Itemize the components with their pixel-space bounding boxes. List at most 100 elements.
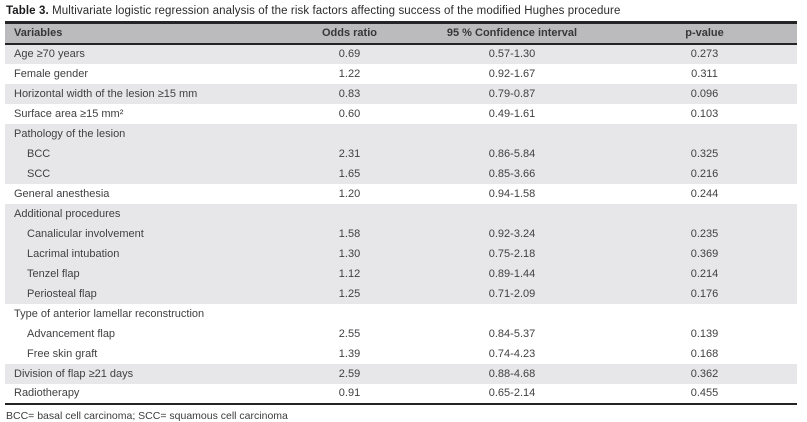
confidence-interval-cell: 0.84-5.37 — [488, 327, 536, 340]
table-footnote: BCC= basal cell carcinoma; SCC= squamous… — [6, 409, 288, 422]
p-value-cell: 0.168 — [690, 347, 719, 360]
variable-cell: Periosteal flap — [27, 287, 97, 300]
odds-ratio-cell: 0.69 — [338, 48, 361, 60]
confidence-interval-cell — [412, 304, 612, 324]
odds-ratio-cell: 0.83 — [338, 87, 361, 100]
table-header: Variables Odds ratio 95 % Confidence int… — [5, 22, 797, 44]
confidence-interval-cell — [412, 204, 612, 224]
column-header-confidence-interval: 95 % Confidence interval — [446, 27, 578, 40]
table-row: Pathology of the lesion — [5, 123, 797, 144]
confidence-interval-cell: 0.65-2.14 — [488, 387, 536, 399]
table-number-label: Table 3. — [6, 5, 49, 17]
odds-ratio-cell: 1.30 — [338, 247, 361, 260]
odds-ratio-cell — [287, 204, 412, 224]
variable-cell: SCC — [27, 167, 51, 180]
odds-ratio-cell: 1.20 — [338, 187, 361, 200]
table-row: Advancement flap 2.55 0.84-5.37 0.139 — [5, 324, 797, 344]
variable-cell: Type of anterior lamellar reconstruction — [14, 307, 205, 320]
confidence-interval-cell: 0.89-1.44 — [488, 267, 536, 280]
odds-ratio-cell: 1.39 — [338, 347, 361, 360]
p-value-cell — [612, 204, 797, 224]
variable-cell: Lacrimal intubation — [27, 247, 120, 260]
table-row: Free skin graft 1.39 0.74-4.23 0.168 — [5, 344, 797, 364]
odds-ratio-cell — [287, 124, 412, 144]
variable-cell: Free skin graft — [27, 347, 98, 360]
table-row: Tenzel flap 1.12 0.89-1.44 0.214 — [5, 263, 797, 284]
variable-cell: Female gender — [14, 67, 88, 80]
variable-cell: Canalicular involvement — [27, 227, 144, 240]
table-body: Age ≥70 years 0.69 0.57-1.30 0.273 Femal… — [5, 43, 797, 404]
confidence-interval-cell: 0.85-3.66 — [488, 167, 536, 180]
odds-ratio-cell: 1.65 — [338, 167, 361, 180]
table-row: Female gender 1.22 0.92-1.67 0.311 — [5, 64, 797, 84]
variable-cell: Division of flap ≥21 days — [14, 367, 134, 380]
odds-ratio-cell: 2.59 — [338, 367, 361, 380]
column-header-variables: Variables — [14, 27, 63, 40]
p-value-cell: 0.103 — [690, 107, 719, 120]
column-header-odds-ratio: Odds ratio — [321, 27, 377, 40]
variable-cell: Additional procedures — [14, 207, 121, 220]
confidence-interval-cell: 0.92-3.24 — [488, 227, 536, 240]
variable-cell: Tenzel flap — [27, 267, 80, 280]
p-value-cell: 0.455 — [690, 387, 719, 399]
p-value-cell: 0.311 — [691, 67, 718, 80]
p-value-cell: 0.235 — [690, 227, 719, 240]
confidence-interval-cell: 0.57-1.30 — [488, 48, 536, 60]
odds-ratio-cell: 0.60 — [338, 107, 361, 120]
table-row: Age ≥70 years 0.69 0.57-1.30 0.273 — [5, 43, 797, 64]
p-value-cell: 0.216 — [690, 167, 719, 180]
variable-cell: Radiotherapy — [14, 387, 80, 399]
odds-ratio-cell: 1.25 — [338, 287, 361, 300]
table-row: Surface area ≥15 mm² 0.60 0.49-1.61 0.10… — [5, 104, 797, 124]
column-header-p-value: p-value — [685, 27, 724, 40]
odds-ratio-cell: 0.91 — [338, 387, 361, 399]
variable-cell: General anesthesia — [14, 187, 110, 200]
odds-ratio-cell: 1.58 — [338, 227, 361, 240]
p-value-cell: 0.273 — [690, 48, 719, 60]
variable-cell: BCC — [27, 147, 51, 160]
table-row: Lacrimal intubation 1.30 0.75-2.18 0.369 — [5, 243, 797, 264]
p-value-cell — [612, 124, 797, 144]
odds-ratio-cell: 2.31 — [338, 147, 361, 160]
confidence-interval-cell — [412, 124, 612, 144]
variable-cell: Pathology of the lesion — [14, 127, 126, 140]
confidence-interval-cell: 0.75-2.18 — [488, 247, 536, 260]
table-title-text: Multivariate logistic regression analysi… — [48, 5, 621, 17]
p-value-cell: 0.325 — [690, 147, 719, 160]
table-row: BCC 2.31 0.86-5.84 0.325 — [5, 143, 797, 164]
table-title: Table 3. Multivariate logistic regressio… — [5, 3, 802, 21]
variable-cell: Advancement flap — [27, 327, 116, 340]
p-value-cell: 0.244 — [690, 187, 719, 200]
table-row: Division of flap ≥21 days 2.59 0.88-4.68… — [5, 363, 797, 384]
confidence-interval-cell: 0.79-0.87 — [488, 87, 536, 100]
p-value-cell: 0.176 — [690, 287, 719, 300]
odds-ratio-cell: 1.22 — [338, 67, 361, 80]
table-row: Additional procedures — [5, 203, 797, 224]
variable-cell: Surface area ≥15 mm² — [14, 107, 124, 120]
confidence-interval-cell: 0.86-5.84 — [488, 147, 536, 160]
p-value-cell: 0.362 — [690, 367, 719, 380]
odds-ratio-cell: 2.55 — [338, 327, 361, 340]
confidence-interval-cell: 0.49-1.61 — [488, 107, 536, 120]
table-row: SCC 1.65 0.85-3.66 0.216 — [5, 163, 797, 184]
confidence-interval-cell: 0.94-1.58 — [488, 187, 536, 200]
confidence-interval-cell: 0.92-1.67 — [488, 67, 536, 80]
odds-ratio-cell — [287, 304, 412, 324]
p-value-cell: 0.369 — [690, 247, 719, 260]
variable-cell: Age ≥70 years — [14, 48, 85, 60]
p-value-cell: 0.139 — [690, 327, 719, 340]
confidence-interval-cell: 0.71-2.09 — [488, 287, 536, 300]
table-row: Radiotherapy 0.91 0.65-2.14 0.455 — [5, 384, 797, 404]
variable-cell: Horizontal width of the lesion ≥15 mm — [14, 87, 198, 100]
confidence-interval-cell: 0.88-4.68 — [488, 367, 536, 380]
regression-table: Variables Odds ratio 95 % Confidence int… — [5, 21, 797, 405]
odds-ratio-cell: 1.12 — [338, 267, 361, 280]
table-row: Periosteal flap 1.25 0.71-2.09 0.176 — [5, 283, 797, 304]
p-value-cell: 0.096 — [690, 87, 719, 100]
p-value-cell — [612, 304, 797, 324]
header-row: Variables Odds ratio 95 % Confidence int… — [5, 22, 797, 44]
confidence-interval-cell: 0.74-4.23 — [488, 347, 536, 360]
table-row: Type of anterior lamellar reconstruction — [5, 304, 797, 324]
p-value-cell: 0.214 — [690, 267, 719, 280]
